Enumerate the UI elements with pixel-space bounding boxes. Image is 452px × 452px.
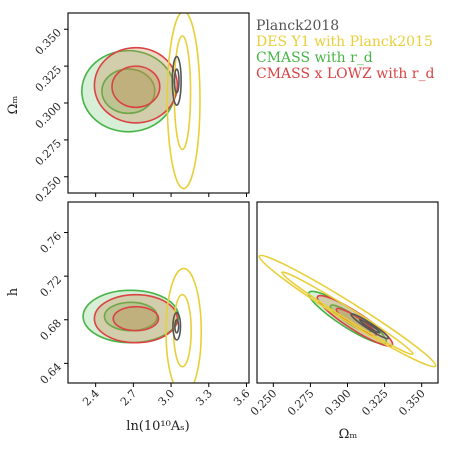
contour-des-y1-with-planck2015-outer	[166, 13, 201, 190]
contour-planck2018-inner	[358, 318, 381, 334]
legend-entry-des-y1: DES Y1 with Planck2015	[256, 34, 433, 50]
contour-cmass-x-lowz-with-r-d-inner	[111, 65, 161, 109]
contour-planck2018-outer	[172, 311, 182, 341]
y-axis-label-omega: Ωₘ	[6, 96, 21, 115]
x-tick-label: 0.275	[285, 387, 316, 418]
panel-as-omega: 0.250 0.275 0.300 0.325 0.350	[33, 12, 250, 205]
y-tick-label: 0.275	[33, 137, 64, 168]
x-tick-label: 3.3	[193, 387, 215, 409]
contour-layer	[82, 267, 203, 383]
y-tick-label: 0.64	[38, 360, 65, 387]
x-tick-label: 0.350	[396, 387, 427, 418]
y-tick-label: 0.250	[33, 174, 64, 205]
contour-cmass-x-lowz-with-r-d-outer	[93, 46, 179, 124]
contour-cmass-with-r-d-inner	[101, 68, 156, 115]
x-axis-label-omega: Ωₘ	[339, 427, 358, 442]
y-tick-label: 0.325	[33, 63, 64, 94]
legend-entry-cmass-lowz: CMASS x LOWZ with r_d	[256, 66, 435, 82]
contour-des-y1-with-planck2015-inner	[173, 35, 192, 151]
contour-cmass-x-lowz-with-r-d-inner	[112, 305, 160, 332]
contour-cmass-x-lowz-with-r-d-outer	[93, 293, 179, 344]
y-tick-label: 0.350	[33, 26, 64, 57]
y-tick-label: 0.76	[38, 229, 65, 256]
contour-planck2018-inner	[173, 68, 180, 94]
axis-labels: Ωₘ h ln(10¹⁰Aₛ) Ωₘ	[6, 96, 357, 442]
x-tick-label: 3.6	[231, 387, 253, 409]
contour-des-y1-with-planck2015-outer	[258, 254, 437, 368]
contour-planck2018-outer	[171, 55, 182, 107]
panel-omega-h: 0.250 0.275 0.300 0.325 0.350	[248, 201, 439, 418]
contour-des-y1-with-planck2015-inner	[172, 293, 192, 368]
x-tick-label: 2.4	[80, 387, 102, 409]
panel-frame	[256, 201, 439, 384]
contour-des-y1-with-planck2015-inner	[281, 271, 414, 356]
legend-entry-cmass: CMASS with r_d	[256, 50, 373, 66]
y-tick-label: 0.300	[33, 100, 64, 131]
contour-layer	[258, 254, 437, 368]
contour-layer	[81, 13, 201, 190]
y-axis-label-h: h	[6, 287, 21, 296]
x-tick-label: 0.300	[322, 387, 353, 418]
x-tick-label: 2.7	[118, 387, 140, 409]
contour-des-y1-with-planck2015-outer	[165, 267, 203, 383]
panel-as-h: 0.64 0.68 0.72 0.76 2.4 2.7 3.0 3.3 3.6	[38, 201, 253, 409]
y-tick-label: 0.72	[38, 273, 65, 300]
legend: Planck2018 DES Y1 with Planck2015 CMASS …	[256, 18, 434, 82]
x-tick-label: 0.325	[359, 387, 390, 418]
x-tick-label: 0.250	[248, 387, 279, 418]
x-axis-label-as: ln(10¹⁰Aₛ)	[126, 419, 189, 434]
panel-frame	[67, 201, 250, 384]
contour-planck2018-inner	[174, 318, 180, 334]
legend-entry-planck2018: Planck2018	[256, 18, 340, 34]
contour-planck2018-outer	[350, 313, 390, 340]
x-tick-label: 3.0	[156, 387, 178, 409]
y-tick-label: 0.68	[38, 317, 65, 344]
